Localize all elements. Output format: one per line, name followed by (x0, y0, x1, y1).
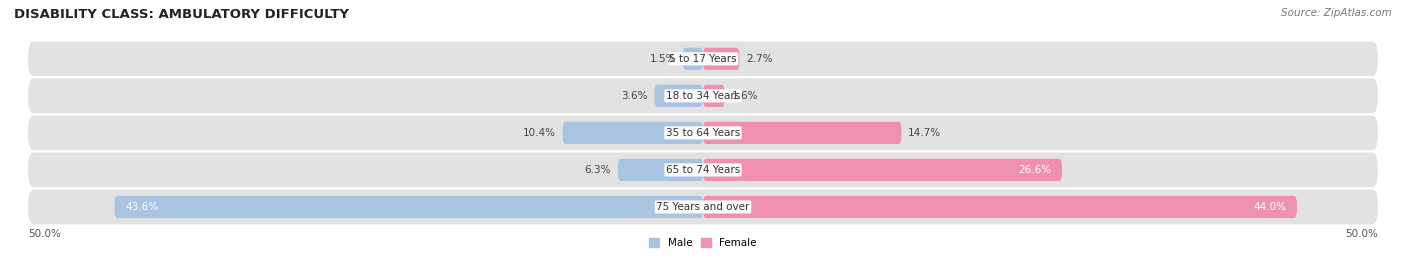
Text: Source: ZipAtlas.com: Source: ZipAtlas.com (1281, 8, 1392, 18)
Text: 18 to 34 Years: 18 to 34 Years (666, 91, 740, 101)
FancyBboxPatch shape (703, 196, 1296, 218)
FancyBboxPatch shape (703, 122, 901, 144)
FancyBboxPatch shape (28, 116, 1378, 150)
FancyBboxPatch shape (28, 189, 1378, 224)
Legend: Male, Female: Male, Female (645, 234, 761, 252)
Text: 43.6%: 43.6% (125, 202, 159, 212)
Text: 50.0%: 50.0% (28, 229, 60, 239)
Text: 35 to 64 Years: 35 to 64 Years (666, 128, 740, 138)
Text: 10.4%: 10.4% (523, 128, 555, 138)
Text: 6.3%: 6.3% (585, 165, 612, 175)
Text: 26.6%: 26.6% (1018, 165, 1052, 175)
FancyBboxPatch shape (683, 48, 703, 70)
Text: 1.6%: 1.6% (731, 91, 758, 101)
FancyBboxPatch shape (28, 152, 1378, 187)
Text: 50.0%: 50.0% (1346, 229, 1378, 239)
Text: 2.7%: 2.7% (747, 54, 773, 64)
FancyBboxPatch shape (654, 85, 703, 107)
Text: 65 to 74 Years: 65 to 74 Years (666, 165, 740, 175)
FancyBboxPatch shape (28, 42, 1378, 76)
Text: 5 to 17 Years: 5 to 17 Years (669, 54, 737, 64)
Text: DISABILITY CLASS: AMBULATORY DIFFICULTY: DISABILITY CLASS: AMBULATORY DIFFICULTY (14, 8, 349, 21)
FancyBboxPatch shape (28, 79, 1378, 113)
FancyBboxPatch shape (703, 159, 1062, 181)
FancyBboxPatch shape (619, 159, 703, 181)
Text: 1.5%: 1.5% (650, 54, 676, 64)
Text: 14.7%: 14.7% (908, 128, 941, 138)
Text: 75 Years and over: 75 Years and over (657, 202, 749, 212)
Text: 44.0%: 44.0% (1253, 202, 1286, 212)
FancyBboxPatch shape (703, 85, 724, 107)
FancyBboxPatch shape (703, 48, 740, 70)
FancyBboxPatch shape (562, 122, 703, 144)
Text: 3.6%: 3.6% (621, 91, 648, 101)
FancyBboxPatch shape (114, 196, 703, 218)
